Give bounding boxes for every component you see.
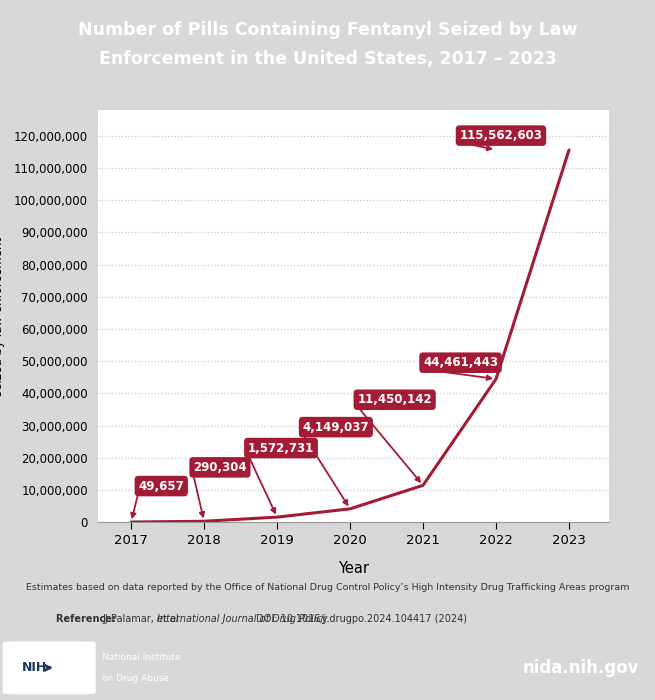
Text: Reference:: Reference: [56,614,119,624]
Text: nida.nih.gov: nida.nih.gov [522,659,639,677]
Text: National Institute: National Institute [102,653,180,662]
Text: 11,450,142: 11,450,142 [358,393,432,406]
Text: on Drug Abuse: on Drug Abuse [102,673,168,682]
Y-axis label: Number of pills containing fentanyl
seized by law enforcement: Number of pills containing fentanyl seiz… [0,212,5,420]
Text: Enforcement in the United States, 2017 – 2023: Enforcement in the United States, 2017 –… [98,50,557,68]
Text: JJ Palamar, et al.: JJ Palamar, et al. [103,614,186,624]
Text: 1,572,731: 1,572,731 [248,442,314,454]
Text: Number of Pills Containing Fentanyl Seized by Law: Number of Pills Containing Fentanyl Seiz… [78,21,577,38]
Text: NIH: NIH [22,662,47,674]
Text: 115,562,603: 115,562,603 [460,129,542,142]
X-axis label: Year: Year [338,561,369,576]
FancyBboxPatch shape [3,642,95,694]
Text: 44,461,443: 44,461,443 [423,356,498,369]
Text: International Journal of Drug Policy.: International Journal of Drug Policy. [157,614,329,624]
Text: Estimates based on data reported by the Office of National Drug Control Policy’s: Estimates based on data reported by the … [26,583,629,592]
Text: 4,149,037: 4,149,037 [303,421,369,433]
Text: DOI: 10.1016/j.drugpo.2024.104417 (2024): DOI: 10.1016/j.drugpo.2024.104417 (2024) [253,614,468,624]
Text: 49,657: 49,657 [138,480,184,493]
Text: 290,304: 290,304 [193,461,247,474]
